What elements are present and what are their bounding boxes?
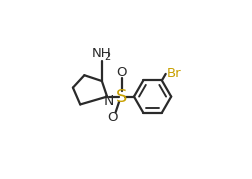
Text: S: S <box>116 88 127 106</box>
Text: N: N <box>104 94 114 108</box>
Text: Br: Br <box>167 67 181 80</box>
Text: NH: NH <box>91 47 111 60</box>
Text: 2: 2 <box>104 52 110 62</box>
Text: O: O <box>107 111 118 124</box>
Text: O: O <box>116 66 127 79</box>
